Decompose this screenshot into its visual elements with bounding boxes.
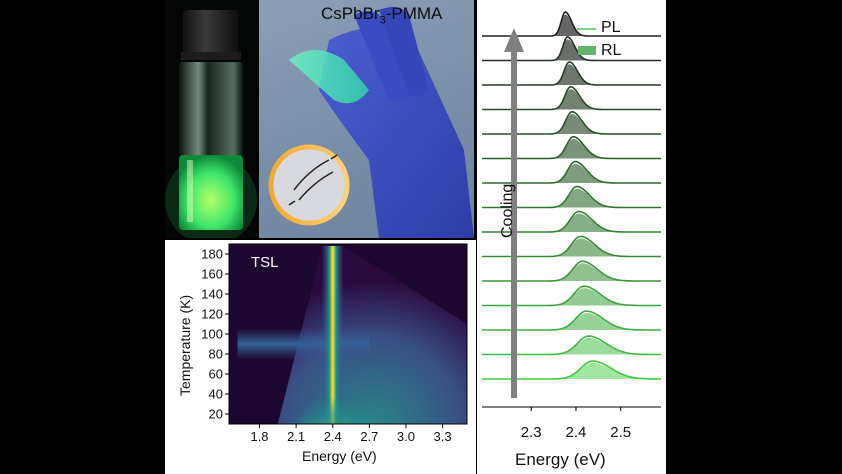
rl-spectrum-fill (482, 362, 661, 379)
spectra-x-tick-label: 2.4 (566, 424, 587, 441)
bending-icon (268, 144, 350, 226)
tsl-heatmap-svg: 1.8 2.1 2.4 2.7 3.0 3.3 20 40 60 80 100 120 140 160 18… (201, 243, 468, 444)
tsl-y-tick-label: 120 (201, 307, 223, 322)
spectra-legend (577, 28, 596, 55)
tsl-x-tick-label: 2.4 (324, 429, 342, 444)
film-photo: CsPbBr3-PMMA (259, 0, 474, 238)
tsl-y-tick-label: 20 (209, 407, 223, 422)
tsl-y-tick-label: 100 (201, 327, 223, 342)
tsl-chart: 1.8 2.1 2.4 2.7 3.0 3.3 20 40 60 80 100 120 140 160 18… (165, 240, 476, 474)
glove-illustration (268, 6, 474, 238)
vial-photo (165, 0, 257, 238)
green-solution (179, 155, 243, 230)
tsl-y-tick-label: 160 (201, 267, 223, 282)
spectra-x-axis-label: Energy (eV) (515, 450, 606, 469)
tsl-y-tick-label: 180 (201, 247, 223, 262)
film-sample (289, 50, 369, 104)
legend-pl-label: PL (601, 19, 621, 36)
rl-spectrum-fill (482, 188, 661, 208)
tsl-x-tick-label: 2.7 (360, 429, 378, 444)
cooling-annotation: Cooling (499, 183, 516, 238)
tsl-y-tick-label: 40 (209, 387, 223, 402)
rl-spectrum-fill (482, 138, 661, 159)
tsl-x-tick-label: 3.3 (434, 429, 452, 444)
rl-spectrum-fill (482, 114, 661, 134)
tsl-x-axis-label: Energy (eV) (302, 448, 377, 464)
vial-cap (183, 10, 239, 60)
spectra-chart: 2.3 2.4 2.5 PL RL Cooling Energy (eV) (477, 0, 666, 474)
heatmap-hotspot (290, 357, 376, 424)
rl-spectrum-fill (482, 89, 661, 110)
pl-spectrum-line (482, 360, 661, 380)
tsl-annotation: TSL (251, 254, 279, 271)
rl-spectrum-fill (482, 288, 661, 306)
spectra-x-tick-label: 2.5 (610, 424, 631, 441)
legend-rl-swatch (578, 46, 596, 55)
rl-spectrum-fill (482, 313, 661, 330)
rl-spectrum-fill (482, 163, 661, 183)
rl-spectrum-fill (482, 238, 661, 257)
rl-spectrum-fill (482, 14, 661, 36)
legend-rl-label: RL (601, 42, 622, 59)
tsl-y-axis-label: Temperature (K) (177, 294, 193, 396)
vial-illustration (165, 0, 257, 238)
rl-spectrum-fill (482, 337, 661, 355)
rl-spectrum-fill (482, 213, 661, 232)
rl-spectrum-fill (482, 64, 661, 85)
tsl-y-tick-label: 80 (209, 347, 223, 362)
film-label: CsPbBr3-PMMA (321, 4, 443, 27)
tsl-x-tick-label: 3.0 (397, 429, 415, 444)
vial-glass (179, 62, 243, 157)
tsl-x-tick-label: 1.8 (250, 429, 268, 444)
tsl-y-tick-label: 140 (201, 287, 223, 302)
spectra-svg: 2.3 2.4 2.5 (482, 11, 661, 441)
rl-spectrum-fill (482, 39, 661, 61)
rl-spectrum-fill (482, 263, 661, 281)
cooling-arrow (504, 28, 524, 398)
tsl-y-tick-label: 60 (209, 367, 223, 382)
tsl-x-tick-label: 2.1 (287, 429, 305, 444)
spectra-x-tick-label: 2.3 (521, 424, 542, 441)
heatmap-horizontal-band (237, 328, 370, 360)
